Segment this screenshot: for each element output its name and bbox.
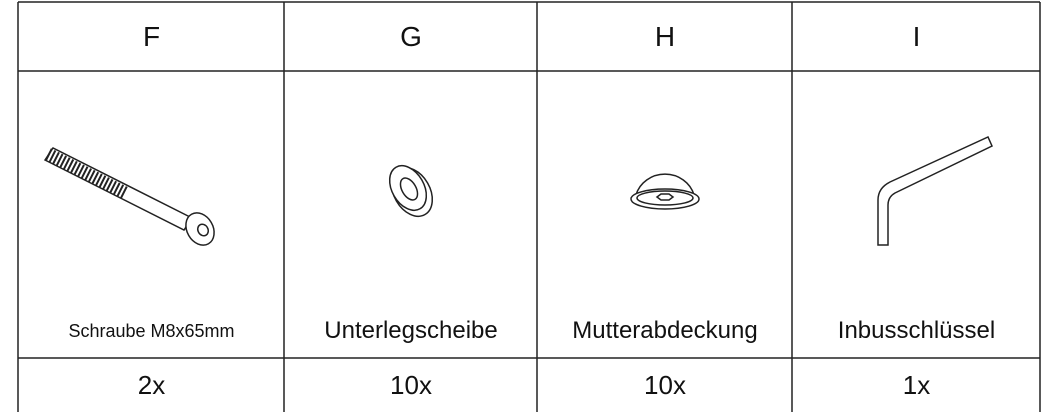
dome-icon	[630, 173, 700, 210]
part-name: Schraube M8x65mm	[68, 320, 235, 341]
allen-key-icon	[877, 136, 993, 246]
header-cell: G	[400, 21, 422, 52]
quantity: 1x	[902, 369, 931, 400]
header-cell: H	[654, 21, 676, 52]
header-cell: F	[142, 21, 161, 52]
quantity: 2x	[137, 369, 166, 400]
part-name: Mutterabdeckung	[572, 317, 758, 344]
header-cell: I	[912, 21, 921, 52]
washer-icon	[388, 164, 434, 217]
quantity: 10x	[390, 369, 432, 400]
screw-icon	[43, 147, 215, 246]
part-name: Unterlegscheibe	[324, 317, 498, 344]
part-name: Inbusschlüssel	[837, 317, 996, 344]
quantity: 10x	[644, 369, 686, 400]
